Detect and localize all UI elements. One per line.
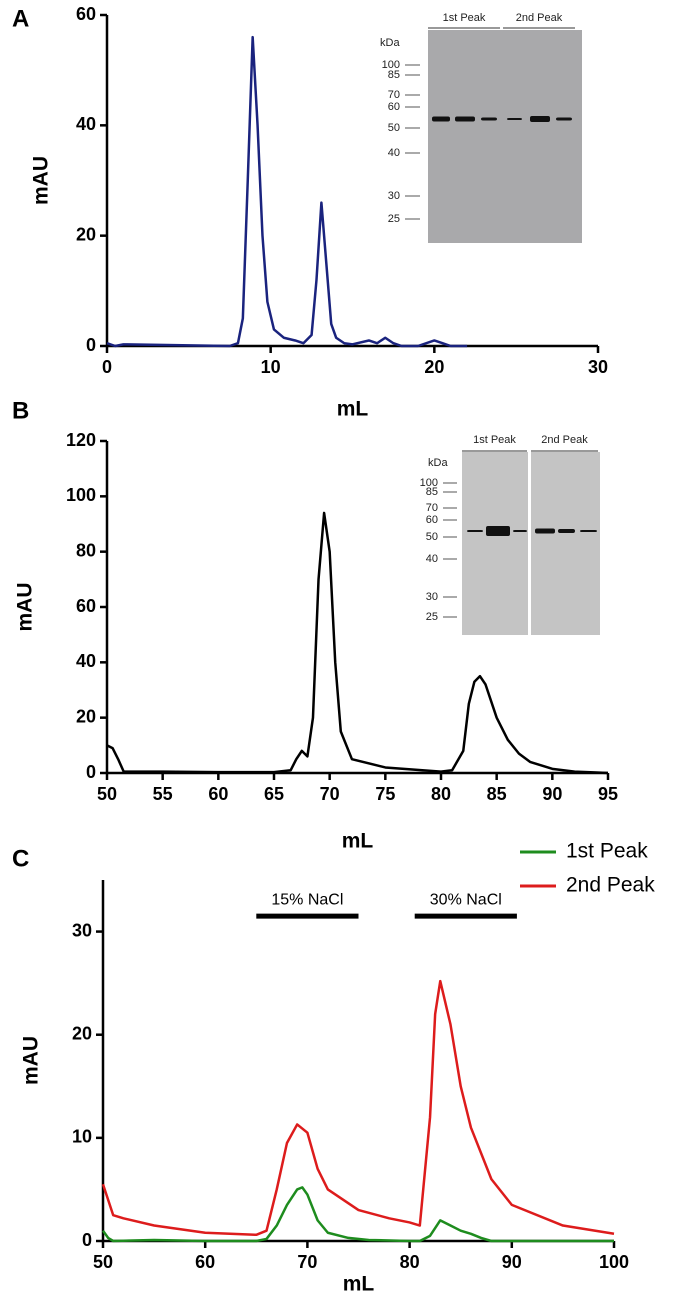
y-tick-label: 0 [86, 762, 96, 782]
y-axis-label: mAU [30, 156, 53, 205]
y-tick-label: 20 [76, 224, 96, 244]
data-line [106, 511, 609, 775]
x-axis-label: mL [342, 830, 374, 853]
gel-marker-label: 85 [388, 69, 400, 81]
panel-label: C [12, 845, 29, 872]
gel-band [513, 530, 527, 532]
x-tick-label: 95 [598, 784, 618, 804]
y-tick-label: 20 [72, 1023, 92, 1043]
x-tick-label: 55 [153, 784, 173, 804]
y-tick-label: 30 [72, 920, 92, 940]
gel-marker-label: 25 [426, 611, 438, 623]
gel-group-label: 2nd Peak [541, 434, 588, 446]
x-tick-label: 80 [400, 1252, 420, 1272]
gel-group-label: 1st Peak [473, 434, 516, 446]
y-tick-label: 40 [76, 651, 96, 671]
y-tick-label: 40 [76, 114, 96, 134]
annotation: 15% NaCl [271, 891, 343, 908]
x-tick-label: 10 [261, 357, 281, 377]
gel-marker-label: 70 [388, 89, 400, 101]
gel-group-label: 1st Peak [443, 12, 486, 24]
x-tick-label: 80 [431, 784, 451, 804]
x-tick-label: 50 [93, 1252, 113, 1272]
x-tick-label: 70 [320, 784, 340, 804]
panel: C 50 60 70 80 90 100 0 10 20 30 mL mAU 15% NaCl 30% Na… [12, 840, 655, 1296]
gel-band [558, 529, 575, 533]
gel-group-label: 2nd Peak [516, 12, 563, 24]
gel-marker-label: 40 [388, 147, 400, 159]
gel-marker-label: 50 [388, 122, 400, 134]
gel-unit: kDa [428, 457, 448, 469]
y-tick-label: 0 [86, 335, 96, 355]
gel-marker-label: 30 [388, 190, 400, 202]
x-tick-label: 60 [195, 1252, 215, 1272]
y-tick-label: 60 [76, 4, 96, 24]
gel-marker-label: 60 [388, 101, 400, 113]
gel-gap [528, 452, 531, 635]
gel-unit: kDa [380, 37, 400, 49]
y-tick-label: 0 [82, 1230, 92, 1250]
y-tick-label: 20 [76, 706, 96, 726]
gel-band [481, 117, 497, 121]
x-tick-label: 75 [375, 784, 395, 804]
x-tick-label: 20 [424, 357, 444, 377]
legend-label: 1st Peak [566, 840, 648, 863]
x-tick-label: 65 [264, 784, 284, 804]
y-tick-label: 120 [66, 430, 96, 450]
x-tick-label: 90 [542, 784, 562, 804]
gel-marker-label: 60 [426, 514, 438, 526]
gel-band [580, 530, 597, 532]
gel-marker-label: 40 [426, 553, 438, 565]
gel-marker-label: 70 [426, 502, 438, 514]
gel-marker-label: 25 [388, 213, 400, 225]
gel-band [455, 116, 475, 122]
gel-band [535, 528, 555, 534]
x-tick-label: 50 [97, 784, 117, 804]
y-tick-label: 10 [72, 1127, 92, 1147]
gel-band [432, 116, 450, 122]
gel-band [467, 530, 483, 532]
y-axis-label: mAU [14, 582, 37, 631]
x-tick-label: 85 [487, 784, 507, 804]
y-tick-label: 80 [76, 540, 96, 560]
x-tick-label: 60 [208, 784, 228, 804]
data-line [101, 979, 615, 1237]
x-tick-label: 100 [599, 1252, 629, 1272]
x-tick-label: 70 [297, 1252, 317, 1272]
data-line [101, 1186, 614, 1243]
x-axis-label: mL [337, 398, 369, 421]
panel: A0 10 20 300204060mLmAUkDa10085706050403025… [12, 4, 608, 421]
gel-band [486, 526, 510, 536]
gel-marker-label: 85 [426, 486, 438, 498]
y-tick-label: 60 [76, 596, 96, 616]
data-line [106, 35, 468, 348]
gel-marker-label: 50 [426, 531, 438, 543]
x-tick-label: 0 [102, 357, 112, 377]
annotation: 30% NaCl [430, 891, 502, 908]
gel-band [530, 116, 550, 122]
x-tick-label: 30 [588, 357, 608, 377]
legend-label: 2nd Peak [566, 874, 655, 897]
gel-band [507, 118, 522, 120]
gel-marker-label: 100 [382, 59, 400, 71]
gel-marker-label: 100 [420, 477, 438, 489]
panel-label: A [12, 5, 29, 32]
gel-band [556, 117, 572, 121]
y-tick-label: 100 [66, 485, 96, 505]
y-axis-label: mAU [20, 1036, 43, 1085]
gel-marker-label: 30 [426, 591, 438, 603]
x-tick-label: 90 [502, 1252, 522, 1272]
panel: B 50 55 60 65 70 75 80 85 90 95 0 20 40 60 80 100 120 mL mA… [12, 397, 618, 852]
panel-label: B [12, 397, 29, 424]
x-axis-label: mL [343, 1273, 375, 1296]
gel-image [428, 30, 582, 243]
